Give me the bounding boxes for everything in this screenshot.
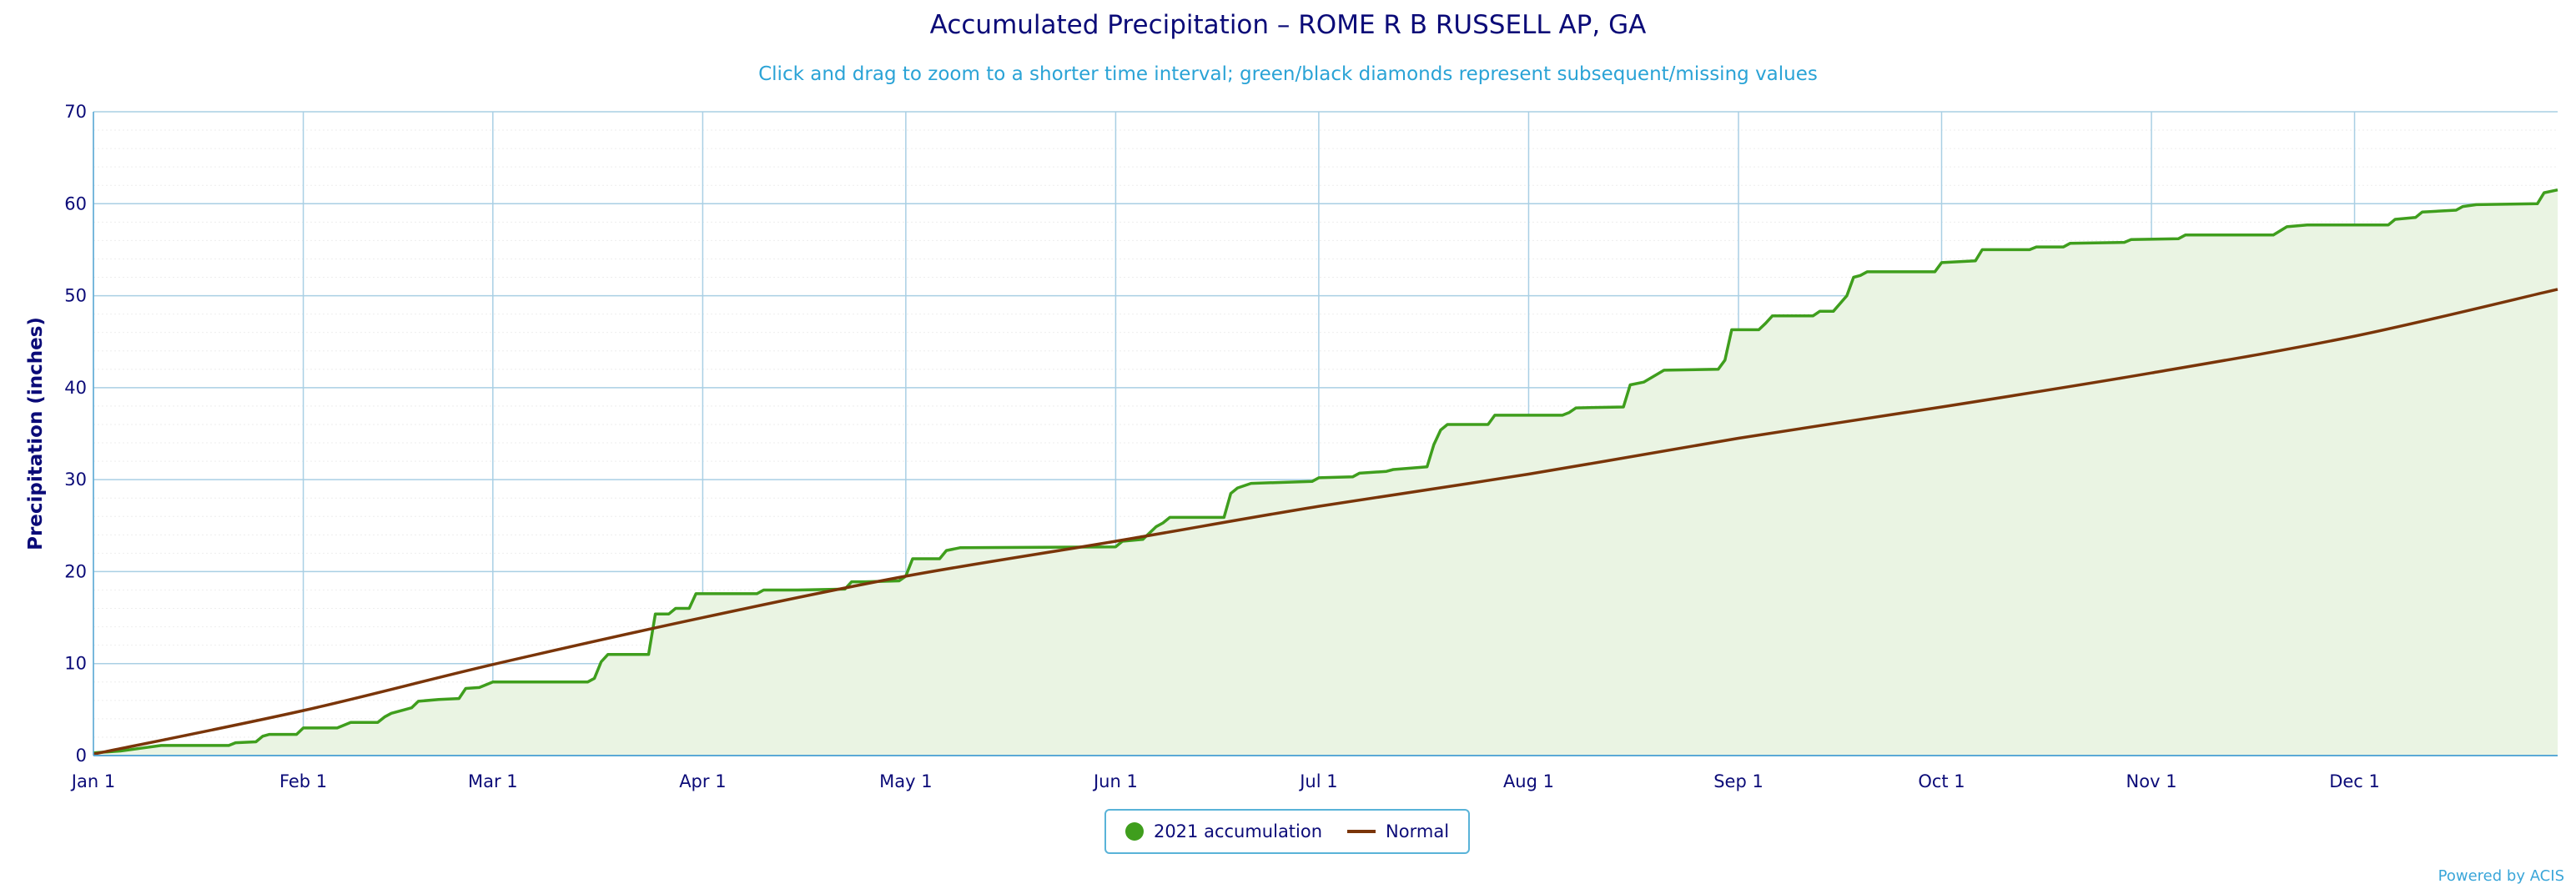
x-tick-label: Dec 1 [2329,771,2380,791]
y-tick-label: 20 [64,561,87,581]
accumulation-line[interactable] [93,188,2558,755]
legend-item-accumulation[interactable]: 2021 accumulation [1124,821,1323,841]
y-tick-labels: 0 10 20 30 40 50 60 70 [64,102,87,766]
chart-title: Accumulated Precipitation – ROME R B RUS… [929,10,1647,40]
green-dot-icon [1124,822,1144,841]
x-tick-label: Feb 1 [279,771,327,791]
x-tick-label: Mar 1 [468,771,518,791]
x-tick-label: Nov 1 [2126,771,2177,791]
chart-subtitle: Click and drag to zoom to a shorter time… [758,63,1818,85]
series-layer [93,188,2558,756]
y-tick-label: 50 [64,286,87,306]
y-tick-label: 10 [64,654,87,674]
accumulation-area [93,189,2558,756]
x-tick-label: Jul 1 [1298,771,1337,791]
y-tick-label: 40 [64,378,87,398]
x-tick-label: May 1 [879,771,932,791]
powered-by-credit[interactable]: Powered by ACIS [2438,867,2564,885]
y-tick-label: 30 [64,470,87,490]
x-tick-label: Oct 1 [1918,771,1965,791]
y-tick-label: 60 [64,193,87,213]
x-tick-label: Jan 1 [70,771,115,791]
x-tick-label: Aug 1 [1503,771,1554,791]
x-tick-label: Sep 1 [1713,771,1763,791]
legend-item-normal[interactable]: Normal [1347,821,1449,841]
x-tick-label: Apr 1 [679,771,726,791]
legend-label-accumulation: 2021 accumulation [1153,821,1323,841]
x-tick-labels: Jan 1 Feb 1 Mar 1 Apr 1 May 1 Jun 1 Jul 1 Aug 1… [70,771,2380,791]
x-tick-label: Jun 1 [1092,771,1138,791]
y-axis-label: Precipitation (inches) [25,317,47,550]
legend-label-normal: Normal [1386,821,1450,841]
legend: 2021 accumulation Normal [1104,809,1470,854]
normal-line[interactable] [93,288,2558,756]
y-tick-label: 0 [76,746,87,766]
y-tick-label: 70 [64,102,87,122]
brown-line-icon [1347,830,1376,833]
